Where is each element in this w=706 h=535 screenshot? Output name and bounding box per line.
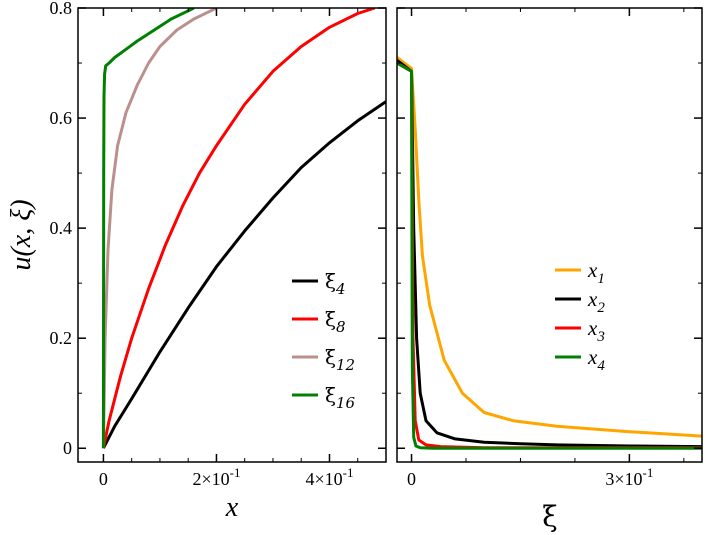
series-line-x1 bbox=[397, 56, 702, 438]
x-tick-label: 0 bbox=[407, 469, 416, 489]
legend-label: x2 bbox=[587, 287, 605, 316]
series-line-x4 bbox=[397, 61, 702, 450]
right-plot-frame bbox=[396, 7, 703, 463]
series-line-ξ12 bbox=[101, 8, 218, 449]
left-x-axis-label: x bbox=[225, 492, 239, 523]
x-tick-label: 0 bbox=[99, 469, 108, 489]
left-y-axis-label: u(x, ξ) bbox=[6, 199, 37, 270]
legend-label: ξ4 bbox=[325, 269, 346, 298]
right-x-axis-label: ξ bbox=[542, 500, 557, 533]
y-tick-label: 0.8 bbox=[50, 0, 73, 18]
y-tick-label: 0.2 bbox=[50, 328, 73, 348]
series-line-ξ4 bbox=[102, 100, 386, 449]
left-plot-frame bbox=[77, 7, 387, 463]
legend-label: ξ12 bbox=[325, 345, 355, 374]
left-ticks: 0 2×10-1 4×10-1 0 0.2 0.4 0.6 0.8 bbox=[50, 0, 387, 489]
y-tick-label: 0.6 bbox=[50, 108, 73, 128]
right-plot-lines bbox=[397, 56, 702, 450]
y-tick-label: 0.4 bbox=[50, 218, 73, 238]
series-line-x2 bbox=[397, 59, 702, 449]
series-line-x3 bbox=[397, 61, 702, 450]
x-tick-label: 4×10-1 bbox=[305, 465, 353, 489]
right-ticks: 0 3×10-1 bbox=[397, 7, 702, 489]
legend-label: x1 bbox=[587, 258, 605, 287]
legend-label: x4 bbox=[587, 345, 605, 374]
legend-label: x3 bbox=[587, 316, 605, 345]
left-legend: ξ4 ξ8 ξ12 ξ16 bbox=[292, 269, 356, 412]
legend-label: ξ8 bbox=[325, 307, 346, 336]
series-line-ξ16 bbox=[101, 8, 195, 449]
series-line-ξ8 bbox=[101, 8, 376, 449]
x-tick-label: 3×10-1 bbox=[605, 465, 653, 489]
x-tick-label: 2×10-1 bbox=[192, 465, 240, 489]
legend-label: ξ16 bbox=[325, 383, 356, 412]
y-tick-label: 0 bbox=[63, 438, 72, 458]
left-plot-lines bbox=[101, 8, 386, 449]
